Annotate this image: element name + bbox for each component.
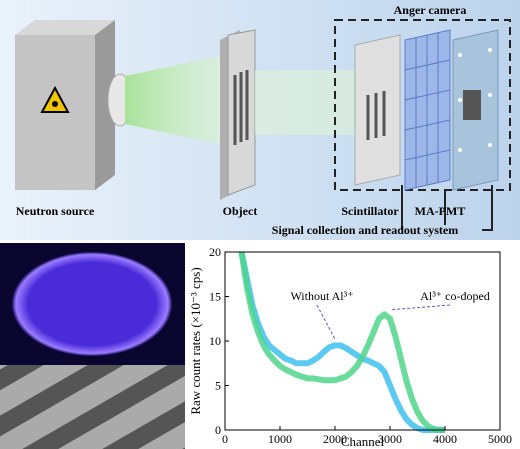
legend-label: Without Al³⁺ — [290, 289, 353, 303]
x-tick-label: 4000 — [433, 432, 457, 446]
y-axis-label: Raw count rates (×10⁻³ cps) — [188, 267, 203, 414]
annotation-arrow — [316, 304, 336, 340]
readout-dots — [458, 48, 492, 152]
x-tick-label: 1000 — [268, 432, 292, 446]
radiation-dot — [52, 101, 58, 107]
scintillator-marks — [366, 91, 386, 140]
chart: 0 1000 2000 3000 4000 5000 0 5 10 15 20 Channel Raw … — [188, 245, 512, 449]
plot-bg — [225, 252, 500, 430]
connector — [401, 185, 493, 231]
series-line — [238, 251, 445, 433]
x-tick-label: 2000 — [323, 432, 347, 446]
label: Scintillator — [341, 204, 399, 218]
x-tick-label: 0 — [222, 432, 228, 446]
label: MA-PMT — [415, 204, 466, 218]
label: Neutron source — [16, 204, 95, 218]
y-tick-label: 0 — [215, 423, 221, 437]
x-tick-label: 5000 — [488, 432, 512, 446]
object-slits — [233, 70, 249, 145]
x-axis-label: Channel — [341, 434, 385, 449]
label: Object — [223, 204, 258, 218]
sample-ellipse — [12, 252, 172, 356]
y-tick-label: 10 — [209, 334, 221, 348]
pmt-grid — [404, 33, 451, 188]
camera-box — [334, 19, 511, 191]
series-line — [238, 251, 445, 433]
beam-1 — [125, 55, 225, 145]
source-top — [15, 20, 115, 35]
diagram: Anger camera Neutron source Object Scint… — [0, 0, 520, 240]
readout-chip — [463, 90, 481, 120]
y-tick-label: 15 — [209, 290, 221, 304]
annotation-arrow — [389, 304, 451, 311]
source-side — [95, 20, 115, 190]
photos — [0, 243, 185, 449]
label: Signal collection and readout system — [272, 223, 458, 237]
legend-label: Al³⁺ co-doped — [420, 289, 490, 303]
photo-stripes — [0, 365, 185, 449]
radiation-sign — [40, 85, 70, 113]
y-tick-label: 20 — [209, 245, 221, 259]
label: Anger camera — [394, 3, 467, 17]
beam-2 — [255, 70, 360, 135]
x-tick-label: 3000 — [378, 432, 402, 446]
y-tick-label: 5 — [215, 379, 221, 393]
